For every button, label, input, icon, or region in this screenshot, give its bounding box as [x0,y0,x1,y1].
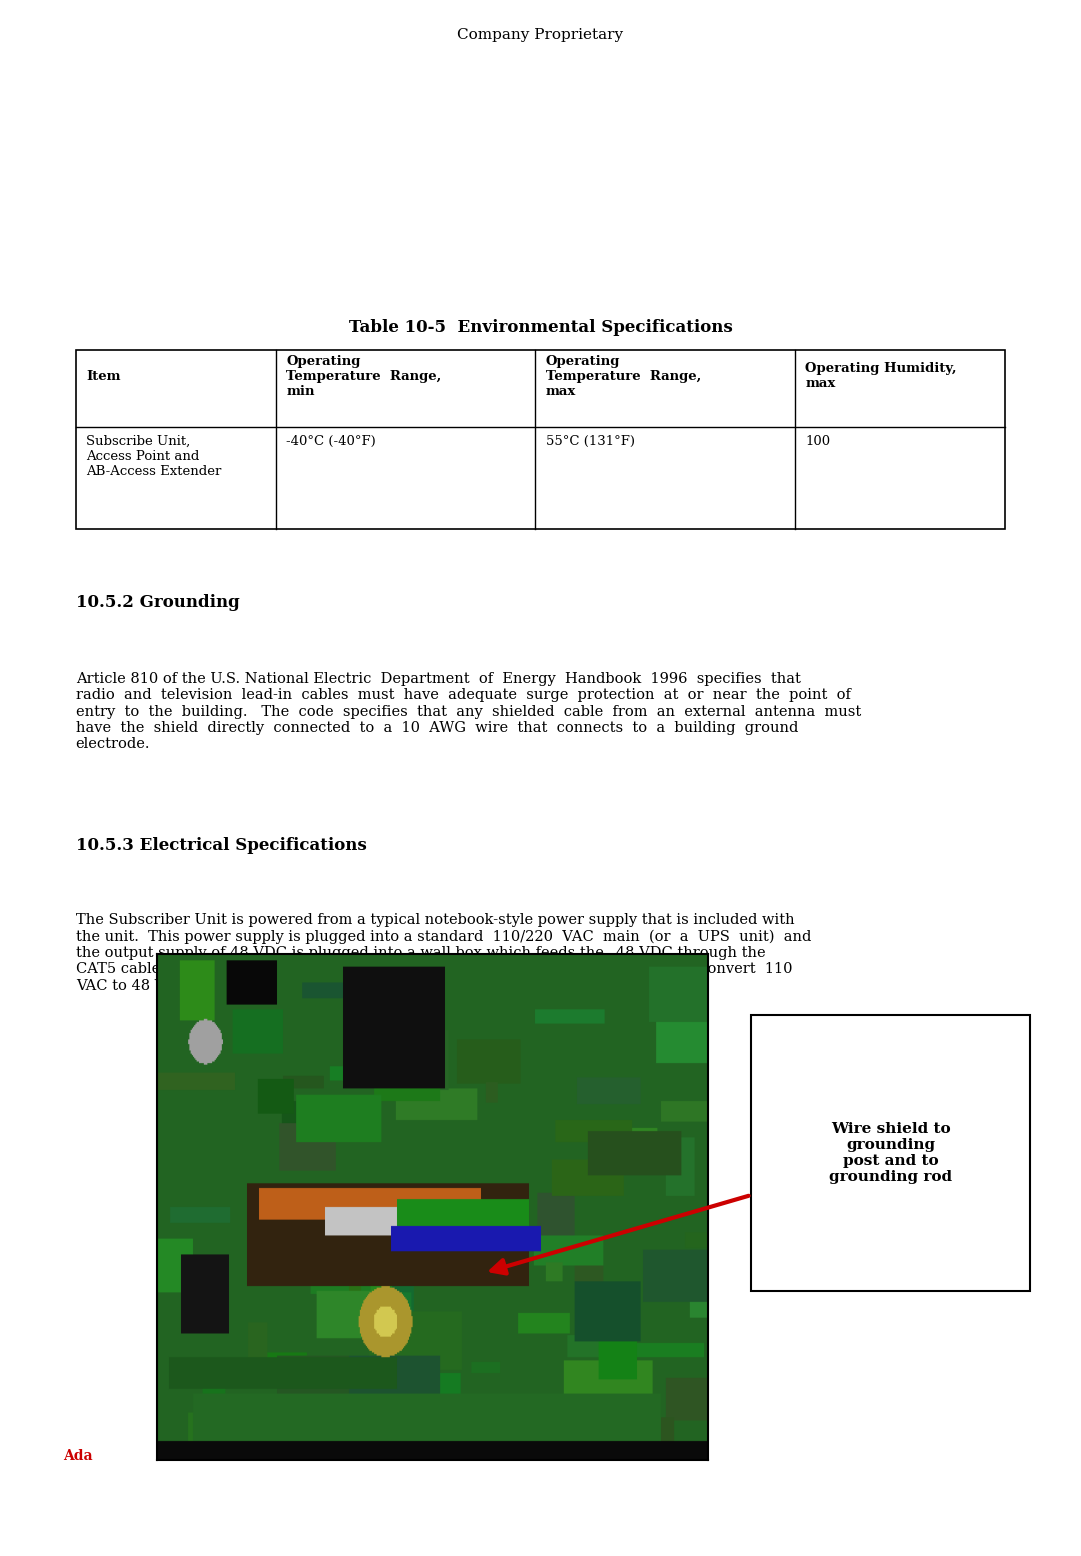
Text: Article 810 of the U.S. National Electric  Department  of  Energy  Handbook  199: Article 810 of the U.S. National Electri… [76,672,860,752]
Text: The Subscriber Unit is powered from a typical notebook-style power supply that i: The Subscriber Unit is powered from a ty… [76,913,811,993]
Text: Operating Humidity,
max: Operating Humidity, max [805,363,957,391]
Text: Ada: Ada [63,1449,92,1463]
Bar [76,350,1005,529]
Text: Subscribe Unit,
Access Point and
AB-Access Extender: Subscribe Unit, Access Point and AB-Acce… [86,436,222,478]
Text: Company Proprietary: Company Proprietary [457,28,624,42]
Text: Operating
Temperature  Range,
min: Operating Temperature Range, min [286,355,442,398]
Text: 100: 100 [805,436,830,448]
Text: Wire shield to
grounding
post and to
grounding rod: Wire shield to grounding post and to gro… [829,1122,952,1184]
Text: Table 10-5  Environmental Specifications: Table 10-5 Environmental Specifications [349,319,732,336]
Text: Operating
Temperature  Range,
max: Operating Temperature Range, max [546,355,702,398]
Text: 55°C (131°F): 55°C (131°F) [546,436,635,448]
Text: 10.5.2 Grounding: 10.5.2 Grounding [76,594,239,612]
Text: 10.5.3 Electrical Specifications: 10.5.3 Electrical Specifications [76,837,366,854]
Text: Item: Item [86,370,121,383]
Text: -40°C (-40°F): -40°C (-40°F) [286,436,376,448]
